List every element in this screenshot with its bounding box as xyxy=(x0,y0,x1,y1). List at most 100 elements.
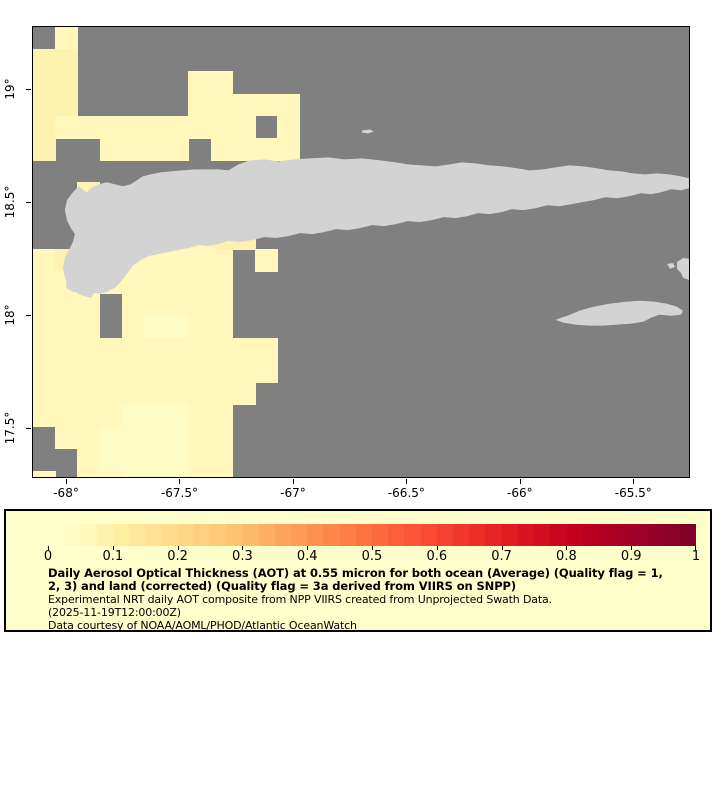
aot-cell xyxy=(121,337,145,361)
aot-cell xyxy=(210,426,234,450)
caption-title-line-2: 2, 3) and land (corrected) (Quality flag… xyxy=(48,579,517,593)
aot-cell xyxy=(121,138,145,161)
colorbar-swatch xyxy=(388,524,405,546)
colorbar-swatch xyxy=(663,524,680,546)
x-axis-tick-label: -67.5° xyxy=(160,486,198,500)
aot-cell xyxy=(33,293,56,317)
aot-cell xyxy=(232,115,256,139)
aot-cell xyxy=(99,471,123,477)
x-axis-tick-label: -65.5° xyxy=(614,486,652,500)
aot-cell xyxy=(210,138,234,161)
colorbar-tick xyxy=(112,546,114,550)
colorbar-swatch xyxy=(258,524,275,546)
colorbar-swatch xyxy=(598,524,616,546)
colorbar-tick xyxy=(695,546,696,550)
aot-cell xyxy=(77,315,101,339)
colorbar-tick xyxy=(631,546,633,550)
legend-panel: 0 0.1 0.2 0.3 0.4 0.5 0.6 0.7 0.8 0.9 1 Daily Aero… xyxy=(4,509,712,632)
map-plot-area[interactable] xyxy=(32,26,690,478)
colorbar-swatch xyxy=(112,524,130,546)
aot-cell xyxy=(232,93,256,117)
aot-cell xyxy=(33,404,56,428)
aot-cell xyxy=(188,360,212,383)
puerto-rico-west-coast-detail xyxy=(62,186,95,298)
aot-cell xyxy=(144,382,167,405)
colorbar-swatch xyxy=(453,524,470,546)
colorbar-swatch xyxy=(436,524,454,546)
y-axis-tick xyxy=(26,315,31,317)
colorbar-ticks xyxy=(48,546,696,551)
aot-cell xyxy=(188,471,212,477)
aot-cell xyxy=(33,360,56,383)
colorbar-tick-label: 1 xyxy=(691,549,701,564)
colorbar-swatch xyxy=(679,524,697,546)
y-axis-tick xyxy=(26,89,31,91)
aot-cell xyxy=(166,337,189,361)
colorbar-swatch xyxy=(566,524,583,546)
colorbar-swatch xyxy=(226,524,243,546)
colorbar-swatch xyxy=(161,524,178,546)
legend-caption: Daily Aerosol Optical Thickness (AOT) at… xyxy=(48,567,708,633)
aot-cell xyxy=(55,49,78,72)
colorbar-tick-label: 0.2 xyxy=(167,549,188,564)
colorbar-swatch xyxy=(307,524,324,546)
colorbar-tick-labels: 0 0.1 0.2 0.3 0.4 0.5 0.6 0.7 0.8 0.9 1 xyxy=(44,549,700,565)
aot-cell xyxy=(232,138,256,161)
x-axis-tick xyxy=(292,479,294,484)
aot-cell xyxy=(144,138,167,161)
colorbar-tick xyxy=(372,546,373,550)
colorbar-swatch xyxy=(274,524,292,546)
vieques-island xyxy=(555,300,684,326)
aot-cell xyxy=(77,360,101,383)
colorbar-swatch xyxy=(80,524,97,546)
caption-timestamp: (2025-11-19T12:00:00Z) xyxy=(48,606,181,619)
land-mask-layer xyxy=(62,129,689,326)
colorbar-swatch xyxy=(291,524,308,546)
aot-cell xyxy=(55,337,78,361)
colorbar-swatch xyxy=(339,524,356,546)
aot-cell xyxy=(99,382,123,405)
aot-cell xyxy=(277,93,300,117)
colorbar-tick-label: 0.8 xyxy=(556,549,577,564)
colorbar-swatch xyxy=(647,524,664,546)
aot-cell xyxy=(121,271,145,294)
aot-cell xyxy=(77,382,101,405)
aot-cell xyxy=(99,426,123,450)
aot-cell xyxy=(33,337,56,361)
aot-cell xyxy=(144,426,167,450)
x-axis-tick xyxy=(633,479,635,484)
colorbar[interactable] xyxy=(48,524,697,546)
aot-cell xyxy=(121,315,145,339)
aot-cell xyxy=(55,27,78,50)
colorbar-swatch xyxy=(210,524,227,546)
aot-cell xyxy=(232,382,256,405)
colorbar-swatch xyxy=(550,524,567,546)
aot-cell xyxy=(55,115,78,139)
desecheo-islet xyxy=(361,129,374,134)
aot-cell xyxy=(55,71,78,95)
aot-cell xyxy=(144,315,167,339)
aot-cell xyxy=(255,249,278,272)
aot-cell xyxy=(166,471,189,477)
colorbar-swatch xyxy=(193,524,211,546)
aot-cell xyxy=(188,382,212,405)
colorbar-tick-label: 0.7 xyxy=(491,549,512,564)
x-axis-tick-label: -68° xyxy=(53,486,79,500)
aot-cell xyxy=(166,448,189,472)
colorbar-swatch xyxy=(129,524,146,546)
aot-cell xyxy=(55,315,78,339)
aot-cell xyxy=(121,448,145,472)
aot-cell xyxy=(188,271,212,294)
aot-cell xyxy=(166,271,189,294)
aot-cell xyxy=(33,49,56,72)
colorbar-swatch xyxy=(96,524,113,546)
aot-cell xyxy=(277,138,300,161)
aot-cell xyxy=(144,448,167,472)
aot-raster-layer xyxy=(33,27,689,477)
aot-cell xyxy=(77,448,101,472)
colorbar-tick xyxy=(307,546,309,550)
culebra-islet-west xyxy=(667,262,676,269)
aot-cell xyxy=(55,93,78,117)
aot-cell xyxy=(188,426,212,450)
